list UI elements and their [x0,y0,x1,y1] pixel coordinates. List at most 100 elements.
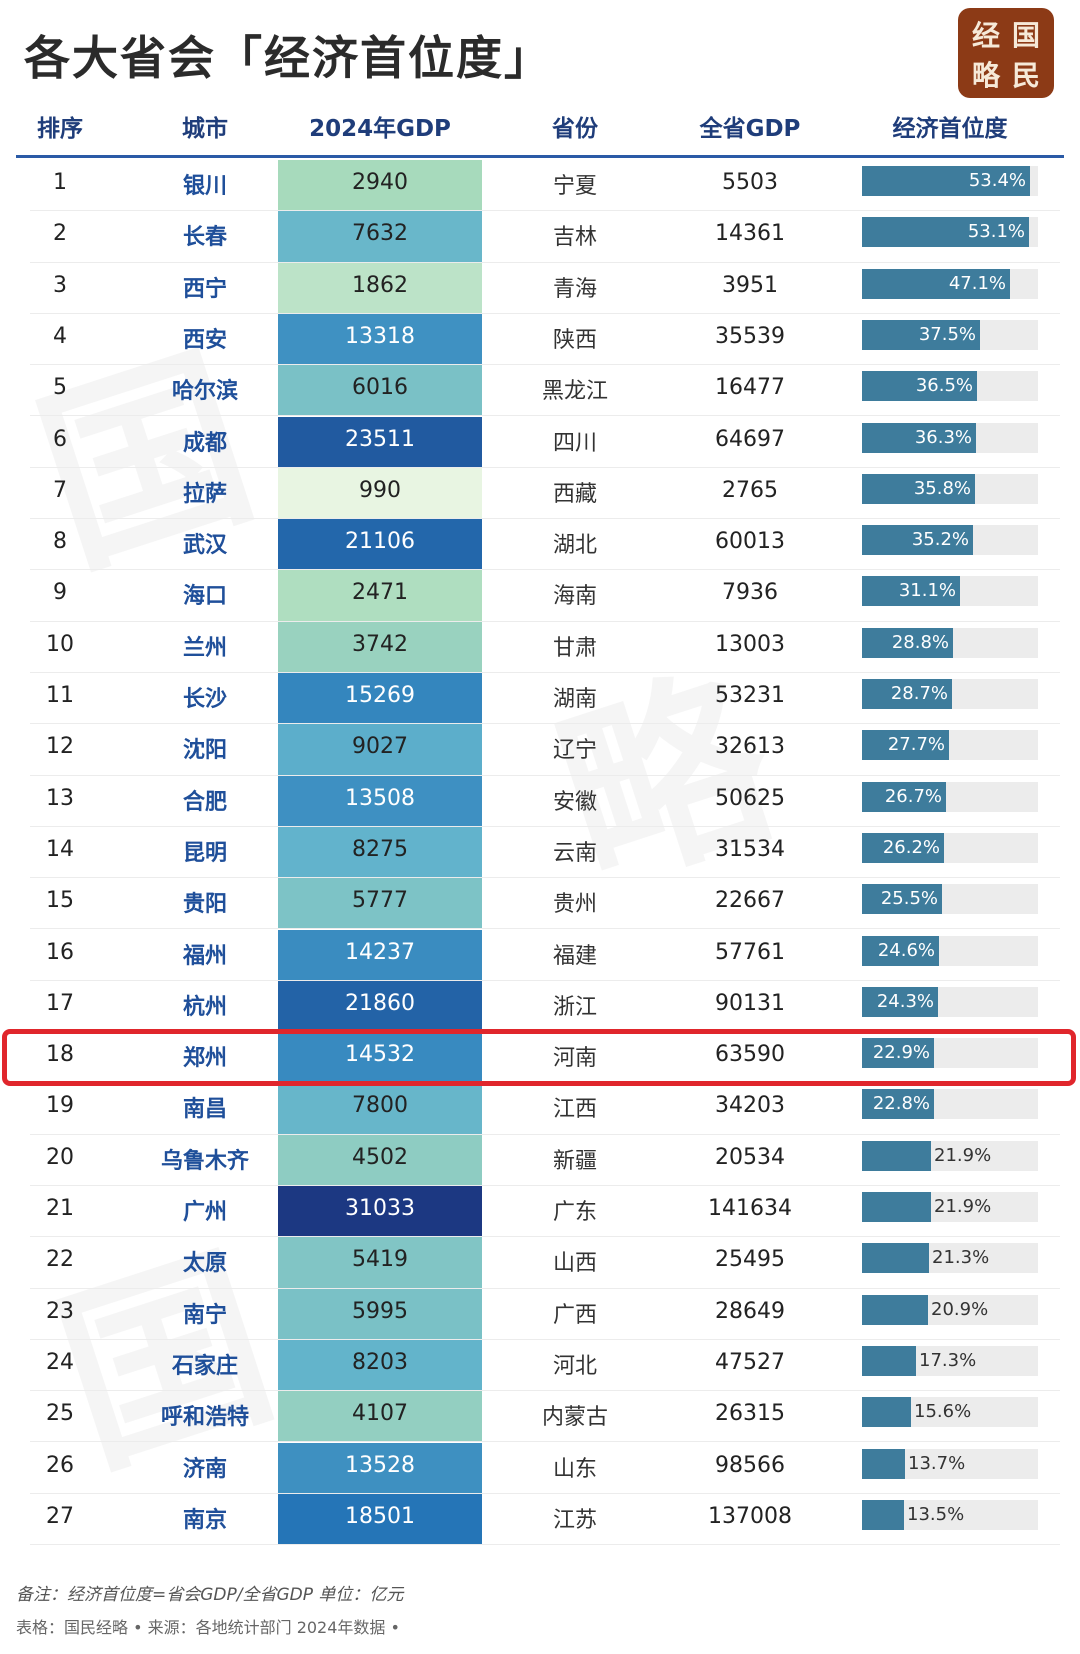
table-row: 19 南昌 7800 江西 34203 22.8% [0,1083,1080,1135]
city-cell: 拉萨 [182,481,227,507]
table-row: 9 海口 2471 海南 7936 31.1% [0,570,1080,622]
primacy-label: 26.2% [882,836,940,858]
rank-cell: 4 [53,323,67,349]
table-row: 23 南宁 5995 广西 28649 20.9% [0,1288,1080,1340]
primacy-label: 22.8% [872,1093,930,1115]
header-primacy: 经济首位度 [892,116,1008,142]
primacy-bar-track: 31.1% [862,576,1038,607]
province-gdp-cell: 35539 [715,323,785,349]
primacy-bar-track: 21.9% [862,1140,1038,1171]
gdp-cell: 14237 [278,929,482,981]
province-gdp-cell: 5503 [722,170,778,195]
rank-cell: 13 [46,785,74,811]
city-cell: 成都 [182,430,227,456]
footer-source: 表格：国民经略 • 来源：各地统计部门 2024年数据 • [16,1618,400,1637]
rank-cell: 16 [46,939,74,965]
row-divider [30,979,1060,981]
gdp-cell: 15269 [278,673,482,725]
rank-cell: 6 [53,426,67,452]
primacy-bar [862,576,960,607]
primacy-bar [862,217,1029,248]
row-divider [30,210,1060,212]
gdp-cell: 4107 [278,1391,482,1443]
table-row: 22 太原 5419 山西 25495 21.3% [0,1237,1080,1289]
rank-cell: 22 [46,1247,74,1273]
rank-cell: 12 [46,734,74,760]
primacy-bar-track: 53.4% [862,166,1038,196]
province-gdp-cell: 63590 [715,1042,785,1068]
province-cell: 西藏 [552,481,597,507]
row-divider [30,1338,1060,1340]
primacy-label: 15.6% [914,1401,972,1423]
rank-cell: 11 [46,683,74,708]
primacy-bar-track: 27.7% [862,730,1038,761]
city-cell: 南京 [182,1507,227,1533]
province-gdp-cell: 98566 [715,1452,785,1478]
province-cell: 浙江 [552,994,597,1020]
primacy-bar [862,1499,904,1530]
row-divider [30,1492,1060,1494]
table-row: 10 兰州 3742 甘肃 13003 28.8% [0,621,1080,673]
rank-cell: 19 [46,1093,74,1119]
row-divider [30,261,1060,263]
table-row: 1 银川 2940 宁夏 5503 53.4% [0,160,1080,212]
gdp-cell: 8203 [278,1339,482,1392]
table-row: 5 哈尔滨 6016 黑龙江 16477 36.5% [0,365,1080,417]
province-gdp-cell: 14361 [715,221,785,247]
primacy-bar-track: 22.8% [862,1089,1038,1120]
province-cell: 陕西 [552,327,597,353]
province-gdp-cell: 137008 [708,1503,792,1529]
province-gdp-cell: 25495 [715,1247,785,1273]
table-row: 17 杭州 21860 浙江 90131 24.3% [0,980,1080,1033]
province-cell: 青海 [552,276,597,302]
city-cell: 济南 [182,1456,227,1482]
rank-cell: 27 [46,1503,74,1529]
province-cell: 四川 [552,430,597,456]
highlight-box [2,1029,1076,1086]
rank-cell: 24 [46,1349,74,1375]
row-divider [30,671,1060,673]
gdp-cell: 23511 [278,416,482,468]
gdp-cell: 5419 [278,1237,482,1289]
table-row: 4 西安 13318 陕西 35539 37.5% [0,313,1080,366]
city-cell: 哈尔滨 [171,379,238,405]
primacy-bar [862,1089,934,1120]
primacy-bar [862,371,977,402]
city-cell: 呼和浩特 [160,1405,249,1431]
primacy-label: 53.1% [967,221,1025,243]
city-cell: 兰州 [182,635,227,661]
city-cell: 沈阳 [182,738,227,764]
province-cell: 湖南 [552,687,597,712]
primacy-bar [862,1038,934,1069]
gdp-cell: 3742 [278,621,482,673]
primacy-label: 25.5% [880,888,938,910]
row-divider [30,1133,1060,1135]
province-gdp-cell: 3951 [722,272,778,298]
primacy-bar-track: 35.2% [862,525,1038,556]
primacy-bar-track: 22.9% [862,1038,1038,1069]
province-cell: 辽宁 [552,738,597,764]
province-gdp-cell: 50625 [715,785,785,811]
province-gdp-cell: 141634 [708,1196,792,1221]
primacy-label: 31.1% [898,580,956,602]
header-rank: 排序 [37,116,83,142]
primacy-bar-track: 24.3% [862,986,1038,1017]
city-cell: 南昌 [182,1097,227,1123]
row-divider [30,312,1060,314]
primacy-label: 26.7% [884,785,942,807]
gdp-cell: 9027 [278,724,482,776]
primacy-bar [862,166,1030,196]
primacy-label: 13.7% [908,1452,966,1474]
primacy-bar-track: 53.1% [862,217,1038,248]
row-divider [30,518,1060,520]
row-divider [30,1441,1060,1443]
gdp-cell: 2471 [278,570,482,622]
gdp-cell: 990 [278,467,482,520]
primacy-bar [862,832,944,863]
table-row: 24 石家庄 8203 河北 47527 17.3% [0,1339,1080,1392]
primacy-label: 21.9% [934,1196,992,1217]
gdp-cell: 7632 [278,211,482,263]
primacy-label: 35.8% [913,477,971,499]
city-cell: 昆明 [182,840,227,866]
table-row: 16 福州 14237 福建 57761 24.6% [0,929,1080,981]
